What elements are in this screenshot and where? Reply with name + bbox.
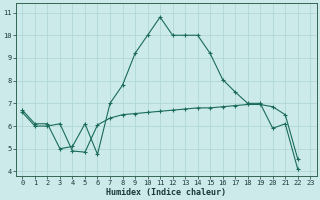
X-axis label: Humidex (Indice chaleur): Humidex (Indice chaleur) [106, 188, 226, 197]
